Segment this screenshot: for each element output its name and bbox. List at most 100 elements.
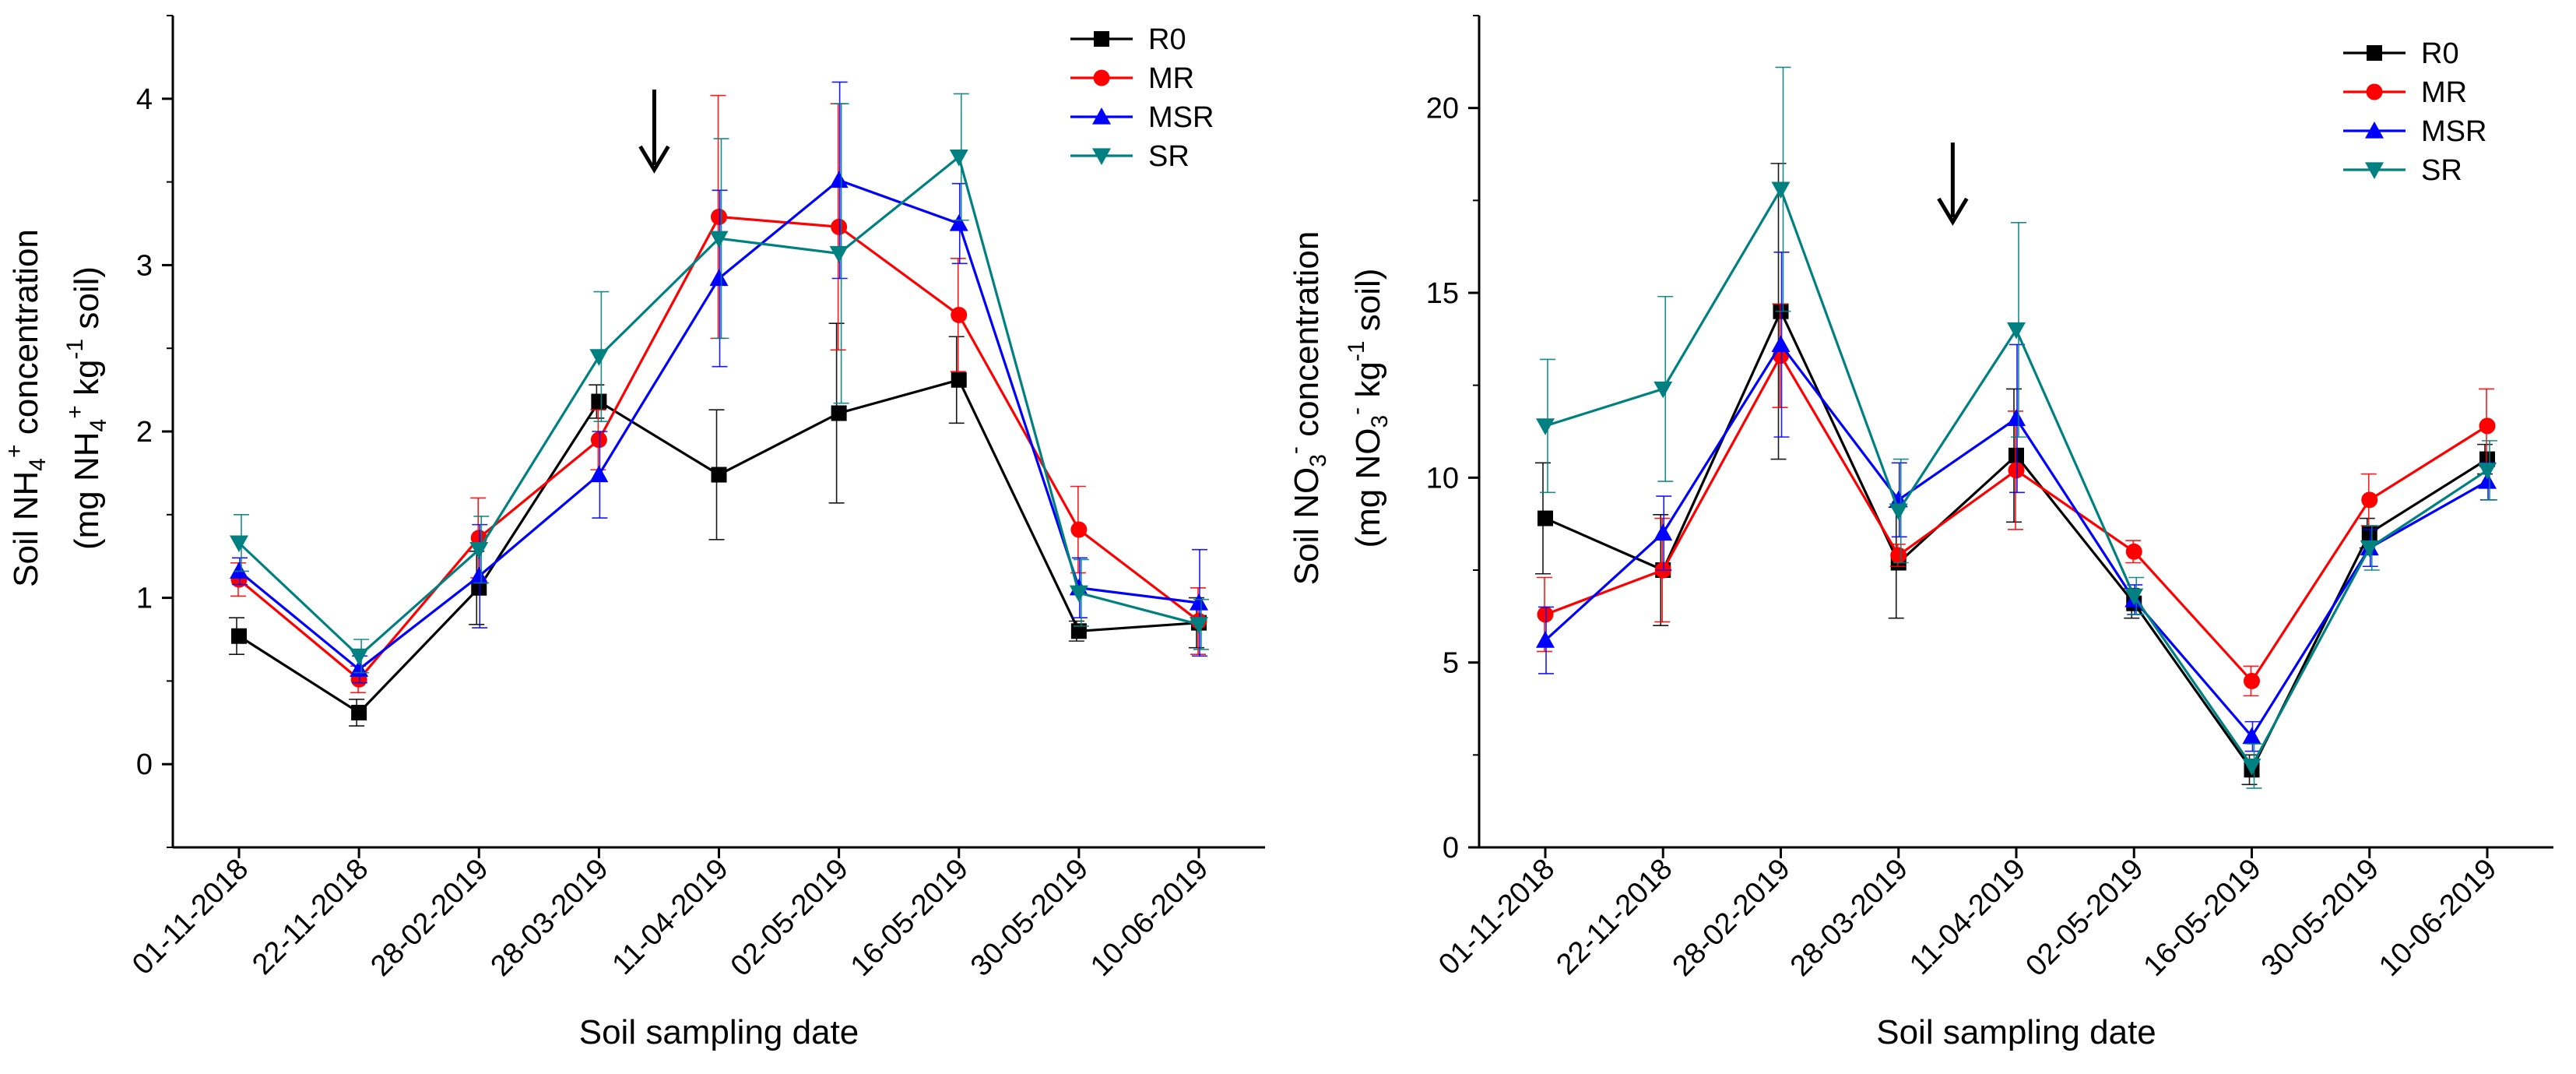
data-point	[711, 467, 727, 483]
data-point	[471, 579, 487, 596]
data-point	[231, 628, 247, 644]
legend-marker	[1093, 69, 1110, 86]
data-point	[469, 542, 489, 559]
legend-item-msr: MSR	[1070, 101, 1214, 134]
legend-label: SR	[1148, 140, 1190, 173]
series-mr	[1537, 303, 2496, 697]
data-point	[831, 218, 848, 235]
down-arrow-icon	[1937, 143, 1969, 226]
series-msr	[1536, 251, 2497, 752]
y-tick-label: 0	[136, 748, 153, 781]
data-point	[949, 149, 968, 167]
legend-label: R0	[2421, 37, 2459, 70]
data-point	[2242, 758, 2261, 776]
legend-item-r0: R0	[2343, 37, 2459, 70]
legend-item-r0: R0	[1070, 23, 1186, 56]
y-tick-label: 0	[1443, 832, 1459, 864]
legend-marker	[2367, 45, 2382, 61]
legend: R0 MR MSR SR	[2343, 37, 2486, 187]
data-point	[589, 349, 609, 366]
arrow-head	[638, 145, 670, 174]
data-point	[1889, 503, 1908, 521]
data-point	[2478, 463, 2497, 480]
data-point	[2007, 409, 2026, 426]
data-point	[1070, 521, 1088, 538]
data-point	[1538, 510, 1553, 526]
y-tick-label: 20	[1426, 93, 1459, 125]
data-point	[1536, 631, 1555, 648]
legend-item-mr: MR	[2343, 76, 2467, 109]
data-point	[2008, 447, 2024, 463]
data-point	[589, 465, 609, 483]
data-point	[1653, 523, 1673, 541]
data-point	[2478, 472, 2497, 489]
y-axis-title-line2: (mg NO3- kg-1 soil)	[1344, 269, 1393, 548]
legend-marker	[1094, 31, 1109, 47]
legend-marker	[1092, 107, 1111, 125]
data-point	[2361, 491, 2378, 509]
legend-label: SR	[2421, 154, 2462, 187]
data-point	[1771, 181, 1791, 199]
legend-marker	[2366, 83, 2383, 100]
data-point	[1070, 623, 1087, 639]
data-point	[829, 245, 849, 263]
data-point	[2242, 727, 2261, 745]
y-axis-title-line1: Soil NH4+ concentration	[2, 229, 51, 587]
data-point	[469, 566, 489, 584]
y-tick-label: 2	[136, 416, 153, 449]
legend-item-msr: MSR	[2343, 115, 2486, 148]
data-point	[951, 306, 968, 323]
data-point	[2360, 540, 2379, 558]
legend-marker	[1092, 148, 1111, 165]
data-point	[2008, 462, 2025, 479]
y-axis-title-line1: Soil NO3- concentration	[1282, 231, 1331, 586]
data-point	[2479, 417, 2496, 435]
data-point	[709, 231, 729, 248]
data-point	[2007, 322, 2026, 340]
data-point	[2244, 672, 2260, 689]
y-tick-label: 15	[1426, 277, 1459, 310]
legend-label: MR	[2421, 76, 2467, 109]
data-point	[1536, 418, 1555, 435]
y-tick-label: 3	[136, 249, 153, 282]
data-point	[949, 214, 968, 231]
data-point	[2125, 543, 2142, 560]
data-point	[230, 562, 248, 579]
y-tick-label: 4	[136, 83, 153, 116]
data-point	[230, 535, 248, 553]
data-point	[709, 269, 729, 287]
data-point	[1890, 547, 1907, 564]
data-point	[831, 405, 847, 421]
legend-marker	[2365, 162, 2384, 179]
data-point	[1537, 606, 1554, 623]
data-point	[1069, 585, 1088, 603]
legend-label: MSR	[1148, 101, 1214, 134]
series-sr	[1536, 66, 2497, 789]
x-axis-title: Soil sampling date	[1876, 1013, 2156, 1051]
data-point	[1771, 335, 1791, 353]
data-point	[829, 171, 849, 188]
legend-marker	[2365, 121, 2384, 139]
data-point	[951, 371, 967, 388]
legend-item-mr: MR	[1070, 62, 1194, 95]
legend-item-sr: SR	[2343, 154, 2462, 187]
y-axis-title-line2: (mg NH4+ kg-1 soil)	[62, 266, 111, 550]
down-arrow-icon	[638, 90, 670, 174]
arrow-head	[1937, 197, 1969, 226]
legend-label: MSR	[2421, 115, 2486, 148]
series-sr	[230, 93, 1209, 674]
data-point	[2124, 588, 2144, 606]
data-point	[351, 704, 367, 720]
data-point	[1190, 617, 1208, 634]
legend-item-sr: SR	[1070, 140, 1190, 173]
y-tick-label: 1	[136, 583, 153, 615]
data-point	[591, 393, 607, 410]
data-point	[1653, 381, 1673, 399]
y-tick-label: 10	[1426, 462, 1459, 495]
y-tick-label: 5	[1443, 647, 1459, 680]
data-point	[1190, 593, 1208, 611]
legend-label: MR	[1148, 62, 1194, 95]
legend-label: R0	[1148, 23, 1186, 56]
legend: R0 MR MSR SR	[1070, 23, 1214, 173]
